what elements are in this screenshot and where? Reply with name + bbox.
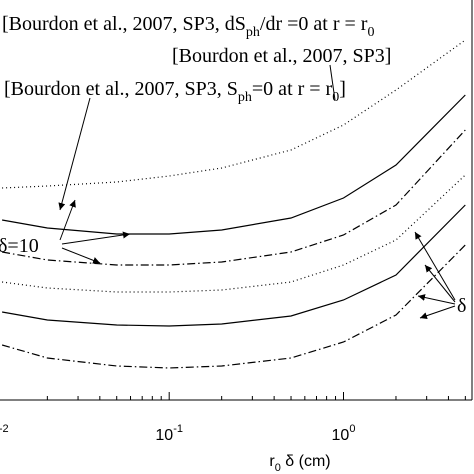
leader (329, 64, 336, 101)
x-tick-label: 100 (332, 423, 356, 444)
x-axis-label: r0 δ (cm) (269, 453, 330, 474)
x-tick-exponent: 0 (349, 423, 355, 435)
leader (61, 247, 101, 264)
x-tick-exponent: -1 (173, 423, 183, 435)
annotation: δ (457, 295, 466, 317)
annotation-part: ] (339, 78, 346, 100)
x-tick-label: 10-2 (0, 423, 9, 444)
annotation: [Bourdon et al., 2007, SP3, dSph/dr =0 a… (2, 13, 374, 40)
curve (2, 174, 466, 293)
annotation-part: δ (457, 295, 466, 317)
leader (414, 231, 456, 301)
leaders (58, 64, 456, 320)
annotation-part: /dr =0 at r = r (260, 13, 368, 35)
leader (58, 97, 91, 211)
annotation-part: =0 at r = r (252, 78, 333, 100)
x-tick-base: 10 (332, 427, 350, 444)
annotation: [Bourdon et al., 2007, SP3, Sph=0 at r =… (4, 78, 346, 105)
x-tick-base: 10 (155, 427, 173, 444)
curve (1, 94, 466, 235)
x-tick-label: 10-1 (155, 423, 183, 444)
leader (419, 305, 456, 320)
annotation-sub: ph (238, 90, 252, 105)
x-tick-exponent: -2 (0, 423, 9, 435)
x-label-part: r (269, 453, 275, 470)
annotation-sub: ph (246, 25, 260, 40)
leader (417, 294, 456, 305)
leader (61, 231, 131, 245)
curve (1, 129, 466, 266)
annotation-part: [Bourdon et al., 2007, SP3] (172, 45, 391, 67)
curve (1, 204, 466, 327)
annotation: δ=10 (0, 235, 39, 257)
annotation-part: [Bourdon et al., 2007, SP3, S (4, 78, 238, 100)
annotation: [Bourdon et al., 2007, SP3] (172, 45, 391, 67)
leader (59, 199, 76, 241)
x-label-part: δ (cm) (281, 453, 331, 470)
annotation-sub: 0 (367, 25, 374, 40)
annotation-part: δ=10 (0, 235, 39, 257)
annotation-sub: 0 (332, 90, 339, 105)
x-label-sub: 0 (275, 462, 281, 474)
curve (1, 244, 466, 369)
annotation-part: [Bourdon et al., 2007, SP3, dS (2, 13, 246, 35)
leader (424, 264, 456, 303)
curve (2, 39, 466, 189)
